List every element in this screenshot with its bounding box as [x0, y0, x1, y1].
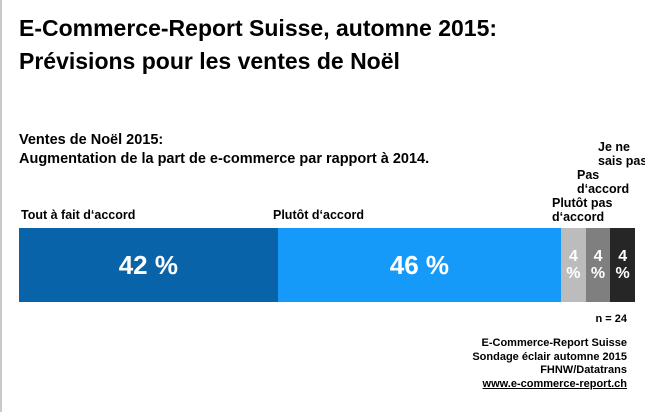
segment-value-label: 42 %: [118, 250, 178, 280]
page-title: E-Commerce-Report Suisse, automne 2015: …: [19, 15, 498, 74]
category-label-plutot-daccord: Plutôt d‘accord: [273, 208, 364, 222]
segment-value-label: 4 %: [566, 248, 581, 282]
stacked-bar: 42 % 46 % 4 % 4 % 4 %: [19, 228, 635, 302]
bar-segment-plutot-daccord: 46 %: [277, 228, 562, 302]
segment-value-label: 4 %: [590, 248, 606, 282]
bar-segment-plutot-pas-daccord: 4 %: [561, 228, 586, 302]
category-label-je-ne-sais-pas: Je ne sais pas: [598, 140, 645, 168]
source-line-org: FHNW/Datatrans: [540, 364, 627, 376]
source-website-link[interactable]: www.e-commerce-report.ch: [482, 377, 627, 390]
bar-segment-pas-daccord: 4 %: [585, 228, 611, 302]
segment-value-label: 46 %: [389, 250, 450, 280]
segment-value-label: 4 %: [615, 248, 630, 282]
bar-segment-je-ne-sais-pas: 4 %: [610, 228, 635, 302]
category-label-pas-daccord: Pas d‘accord: [577, 168, 630, 196]
sample-size-label: n = 24: [595, 313, 628, 325]
category-label-plutot-pas-daccord: Plutôt pas d‘accord: [552, 196, 613, 224]
source-block: E-Commerce-Report Suisse Sondage éclair …: [472, 337, 627, 391]
category-label-tout-a-fait-daccord: Tout à fait d‘accord: [21, 208, 136, 222]
bar-segment-tout-a-fait-daccord: 42 %: [19, 228, 278, 302]
source-line-report: E-Commerce-Report Suisse: [481, 337, 628, 349]
source-line-survey: Sondage éclair automne 2015: [472, 350, 627, 363]
chart-question: Ventes de Noël 2015: Augmentation de la …: [19, 132, 430, 167]
